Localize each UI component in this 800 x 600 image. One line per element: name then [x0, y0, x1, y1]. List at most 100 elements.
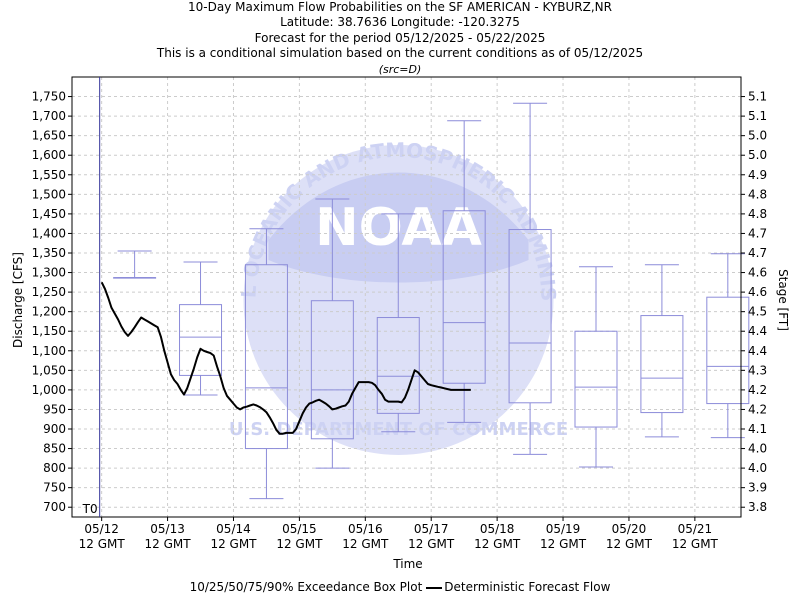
y-tick-label-right: 4.7 [748, 246, 767, 260]
y-tick-label-right: 3.8 [748, 500, 767, 514]
x-tick-sublabel: 12 GMT [606, 537, 653, 551]
y-tick-label-right: 5.0 [748, 148, 767, 162]
box-plot [442, 120, 486, 423]
box-iqr [442, 210, 486, 384]
legend-line-label: Deterministic Forecast Flow [444, 580, 611, 594]
box-iqr [376, 317, 420, 414]
box-plot [574, 266, 618, 468]
y-tick-label-right: 4.4 [748, 324, 767, 338]
noaa-watermark: NOAANATIONAL OCEANIC AND ATMOSPHERIC ADM… [0, 0, 568, 455]
y-tick-label-right: 4.4 [748, 344, 767, 358]
x-tick-sublabel: 12 GMT [342, 537, 389, 551]
y-tick-label-left: 900 [43, 422, 66, 436]
y-tick-label-right: 4.1 [748, 422, 767, 436]
x-tick-sublabel: 12 GMT [210, 537, 257, 551]
y-tick-label-left: 1,350 [32, 246, 66, 260]
y-tick-label-left: 950 [43, 402, 66, 416]
y-tick-label-left: 1,000 [32, 383, 66, 397]
box-plot [640, 264, 684, 438]
y-tick-label-right: 3.9 [748, 481, 767, 495]
x-axis-label: Time [392, 557, 422, 571]
box-iqr [179, 304, 223, 376]
plot-border [71, 76, 742, 518]
x-tick-label: 05/15 [282, 522, 317, 536]
source-code: (src=D) [378, 62, 422, 76]
x-tick-sublabel: 12 GMT [474, 537, 521, 551]
y-tick-label-right: 5.0 [748, 129, 767, 143]
box-iqr [244, 264, 288, 450]
y-tick-label-right: 4.3 [748, 363, 767, 377]
box-plot [508, 102, 552, 455]
box-plot [179, 261, 223, 396]
x-tick-label: 05/21 [678, 522, 713, 536]
legend-box-label: 10/25/50/75/90% Exceedance Box Plot [189, 580, 423, 594]
y-tick-label-left: 1,650 [32, 129, 66, 143]
y-tick-label-left: 1,150 [32, 324, 66, 338]
y-tick-label-left: 850 [43, 442, 66, 456]
location-coordinates: Latitude: 38.7636 Longitude: -120.3275 [280, 15, 520, 30]
x-tick-label: 05/17 [414, 522, 449, 536]
y-tick-label-right: 4.0 [748, 461, 767, 475]
y-tick-label-right: 4.8 [748, 187, 767, 201]
x-tick-label: 05/13 [150, 522, 185, 536]
y-tick-label-left: 1,050 [32, 363, 66, 377]
y-tick-label-left: 1,400 [32, 226, 66, 240]
t0-label: T0 [82, 502, 98, 516]
x-tick-label: 05/20 [612, 522, 647, 536]
x-tick-sublabel: 12 GMT [79, 537, 126, 551]
legend-line-swatch [426, 586, 443, 589]
y-axis-left-label: Discharge [CFS] [11, 252, 25, 348]
box-iqr [310, 300, 354, 440]
y-tick-label-right: 4.0 [748, 442, 767, 456]
y-tick-label-left: 750 [43, 481, 66, 495]
x-tick-label: 05/12 [84, 522, 119, 536]
y-tick-label-left: 1,600 [32, 148, 66, 162]
y-tick-label-right: 4.2 [748, 383, 767, 397]
box-iqr [574, 330, 618, 428]
y-tick-label-right: 4.7 [748, 226, 767, 240]
box-plot [244, 228, 288, 500]
box-plot [706, 253, 750, 439]
forecast-series [100, 281, 471, 435]
y-tick-label-left: 1,750 [32, 90, 66, 104]
y-tick-label-left: 1,100 [32, 344, 66, 358]
x-tick-sublabel: 12 GMT [145, 537, 192, 551]
y-tick-label-left: 1,500 [32, 187, 66, 201]
x-tick-label: 05/14 [216, 522, 251, 536]
y-tick-label-right: 4.6 [748, 285, 767, 299]
legend: 10/25/50/75/90% Exceedance Box Plot Deter… [0, 580, 800, 594]
y-tick-label-left: 1,200 [32, 305, 66, 319]
axis-ticks: 700 3.8 750 3.9 800 4.0 850 4.0 900 4.1 950 4.2 1,00… [32, 90, 767, 551]
box-iqr [706, 296, 750, 405]
chart-header: 10-Day Maximum Flow Probabilities on the… [0, 0, 800, 77]
box-plots [113, 102, 750, 500]
y-tick-label-left: 1,450 [32, 207, 66, 221]
y-tick-label-left: 700 [43, 500, 66, 514]
y-tick-label-right: 4.9 [748, 168, 767, 182]
box-iqr [640, 315, 684, 414]
x-tick-label: 05/18 [480, 522, 515, 536]
box-iqr [508, 229, 552, 404]
box-plot [113, 250, 157, 279]
y-tick-label-left: 1,250 [32, 285, 66, 299]
plot-frame: T0 [71, 76, 742, 518]
box-plot [310, 198, 354, 469]
x-tick-sublabel: 12 GMT [540, 537, 587, 551]
x-tick-sublabel: 12 GMT [408, 537, 455, 551]
grid-lines [72, 77, 741, 517]
y-tick-label-left: 1,700 [32, 109, 66, 123]
y-tick-label-right: 4.2 [748, 402, 767, 416]
y-tick-label-left: 1,300 [32, 266, 66, 280]
x-tick-label: 05/19 [546, 522, 581, 536]
y-tick-label-right: 4.5 [748, 305, 767, 319]
y-tick-label-left: 800 [43, 461, 66, 475]
x-tick-label: 05/16 [348, 522, 383, 536]
x-tick-sublabel: 12 GMT [276, 537, 323, 551]
y-axis-right-label: Stage [FT] [776, 269, 790, 331]
y-tick-label-right: 5.1 [748, 109, 767, 123]
y-tick-label-right: 4.8 [748, 207, 767, 221]
forecast-line [100, 281, 471, 435]
x-tick-sublabel: 12 GMT [672, 537, 719, 551]
y-tick-label-right: 5.1 [748, 90, 767, 104]
